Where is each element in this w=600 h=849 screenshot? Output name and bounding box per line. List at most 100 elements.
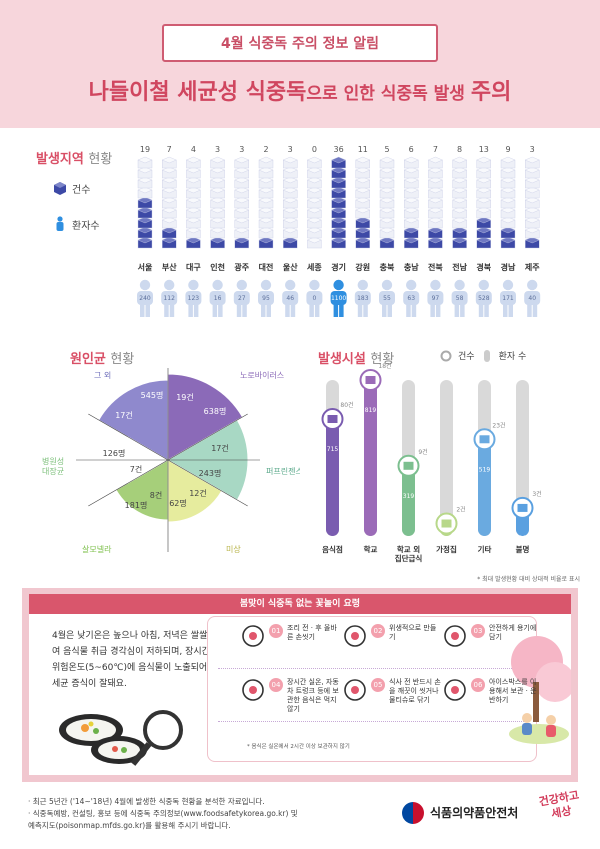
case-cube [379, 186, 395, 199]
case-cube [355, 196, 371, 209]
case-cube [403, 206, 419, 219]
patient-count-label: 16 [214, 295, 222, 302]
case-cube [355, 216, 371, 229]
case-cube [161, 166, 177, 179]
case-cube [210, 196, 226, 209]
footer-notes: · 최근 5년간 ('14~'18년) 4월에 발생한 식중독 현황을 분석한 … [28, 796, 298, 832]
region-name-label: 광주 [234, 262, 249, 272]
patient-count-label: 112 [163, 295, 175, 302]
region-name-label: 경북 [476, 262, 491, 272]
case-cube [524, 226, 540, 239]
footer-note-3: 예측지도(poisonmap.mfds.go.kr)를 활용해 주시기 바랍니다… [28, 821, 231, 830]
case-cube [500, 156, 516, 169]
case-cube [161, 186, 177, 199]
facility-footnote: * 최대 발생현황 대비 상대적 비율로 표시 [477, 576, 580, 583]
region-chart: 19서울2407부산1124대구1233인천163광주272대전953울산460… [137, 145, 541, 317]
facility-patients-label: 715 [327, 446, 339, 453]
case-count-label: 0 [312, 145, 317, 154]
facility-name-label: 음식점 [322, 544, 343, 554]
tip-number: 03 [471, 624, 485, 638]
case-cube [476, 236, 492, 249]
patient-person-icon [451, 279, 468, 317]
tip-number: 02 [371, 624, 385, 638]
case-cube [234, 166, 250, 179]
case-cube [234, 206, 250, 219]
facility-title-main: 발생시설 [318, 352, 366, 367]
slogan: 건강하고 세상 [538, 789, 583, 824]
case-cube [355, 186, 371, 199]
case-cube [185, 176, 201, 189]
case-count-label: 3 [530, 145, 535, 154]
case-cube [185, 226, 201, 239]
patient-person-icon [185, 279, 202, 317]
tips-divider [218, 668, 530, 669]
case-cube [258, 176, 274, 189]
facility-bar [402, 465, 415, 536]
case-cube [524, 216, 540, 229]
case-cube [452, 236, 468, 249]
case-cube [137, 236, 153, 249]
case-cube [137, 186, 153, 199]
patient-person-icon [282, 279, 299, 317]
facility-name-label: 학교 [364, 544, 378, 554]
facility-cases-label: 18건 [378, 362, 391, 370]
case-count-label: 11 [358, 145, 368, 154]
patient-person-icon [354, 279, 371, 317]
case-cube [210, 236, 226, 249]
region-title-main: 발생지역 [36, 152, 84, 167]
facility-title-suffix: 현황 [370, 352, 395, 367]
region-name-label: 충남 [404, 262, 419, 272]
case-cube [137, 206, 153, 219]
tip-item: 02 위생적으로 만들기 [343, 624, 441, 648]
case-cube [258, 206, 274, 219]
patient-person-icon [427, 279, 444, 317]
case-cube [427, 226, 443, 239]
footer-note-2: · 식중독예방, 컨설팅, 홍보 등에 식중독 주의정보(www.foodsaf… [28, 809, 298, 818]
patient-count-label: 46 [286, 295, 294, 302]
case-cube [500, 216, 516, 229]
case-cube [331, 226, 347, 239]
case-cube [452, 186, 468, 199]
case-cube [379, 156, 395, 169]
tip-text: 위생적으로 만들기 [389, 624, 437, 641]
headline: 나들이철 세균성 식중독으로 인한 식중독 발생 주의 [0, 74, 600, 106]
cause-cases-label: 19건 [176, 392, 194, 402]
case-cube [500, 166, 516, 179]
cube-icon [54, 182, 66, 195]
case-cube [306, 216, 322, 229]
facility-legend: 건수 환자 수 [440, 349, 526, 362]
cause-title: 원인균 현황 [70, 348, 134, 367]
tip-item: 03 안전하게 용기에 담기 [443, 624, 541, 648]
case-cube [452, 196, 468, 209]
tip-text: 아이스박스를 이용해서 보관 · 운반하기 [489, 678, 537, 704]
case-cube [403, 236, 419, 249]
region-name-label: 서울 [138, 262, 153, 272]
case-count-label: 3 [239, 145, 244, 154]
patient-person-icon [500, 279, 516, 317]
case-cube [306, 166, 322, 179]
patient-person-icon [137, 279, 153, 317]
case-count-label: 9 [505, 145, 510, 154]
case-cube [210, 226, 226, 239]
region-name-label: 대전 [259, 262, 274, 272]
cause-name-label: 미상 [226, 544, 241, 554]
case-cube [282, 156, 298, 169]
patient-person-icon [475, 279, 492, 317]
tip-text: 안전하게 용기에 담기 [489, 624, 537, 641]
case-cube [258, 226, 274, 239]
facility-legend-patients: 환자 수 [498, 352, 527, 362]
case-cube [379, 216, 395, 229]
cause-title-main: 원인균 [70, 352, 106, 367]
tip-text: 장시간 실온, 자동차 트렁크 등에 보관한 음식은 먹지 않기 [287, 678, 339, 713]
case-cube [500, 206, 516, 219]
case-count-label: 36 [334, 145, 344, 154]
case-cube [185, 216, 201, 229]
tip-text: 조리 전 · 후 올바른 손씻기 [287, 624, 337, 641]
patient-count-label: 0 [312, 295, 316, 302]
patient-count-label: 1100 [331, 295, 346, 302]
case-cube [427, 166, 443, 179]
case-cube [282, 196, 298, 209]
plate-icon [344, 625, 366, 647]
case-cube [185, 156, 201, 169]
patient-count-label: 528 [478, 295, 490, 302]
